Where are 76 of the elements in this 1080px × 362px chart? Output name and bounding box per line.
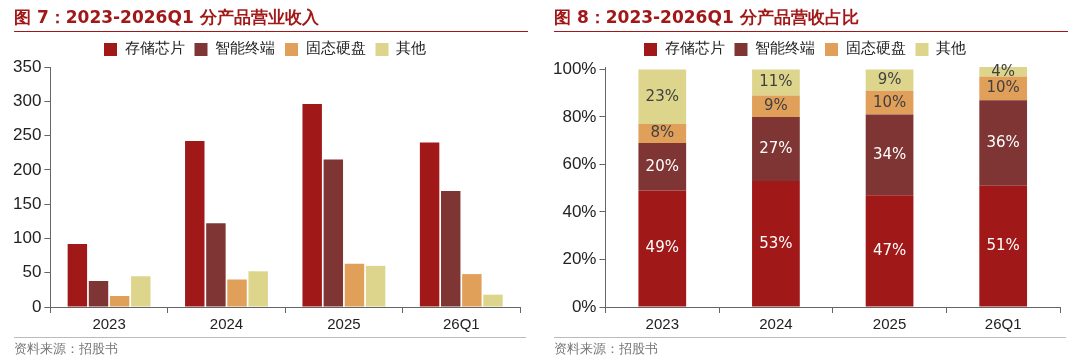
y-tick-label: 0 — [31, 296, 42, 316]
data-label: 10% — [986, 78, 1020, 97]
data-label: 9% — [764, 96, 788, 115]
x-tick-label: 2023 — [92, 315, 126, 333]
bar — [227, 279, 247, 307]
bar — [131, 276, 151, 307]
y-tick-label: 150 — [12, 193, 42, 213]
x-tick-label: 2023 — [645, 315, 679, 333]
bar — [302, 104, 322, 307]
data-label: 10% — [872, 92, 907, 111]
bar — [419, 142, 440, 307]
bar — [206, 223, 226, 307]
bar — [752, 181, 800, 307]
bar — [462, 274, 482, 307]
y-tick-label: 50 — [22, 262, 42, 282]
bar — [979, 100, 1028, 186]
legend-label: 其他 — [936, 39, 966, 58]
bar — [88, 280, 109, 307]
bar — [248, 271, 268, 307]
y-tick-label: 40% — [562, 201, 597, 221]
y-tick-label: 80% — [562, 106, 597, 126]
bar — [752, 69, 800, 96]
bar — [441, 191, 461, 307]
bar — [365, 265, 386, 307]
y-tick-label: 100 — [12, 228, 42, 248]
data-label: 23% — [645, 86, 679, 105]
bar — [638, 143, 687, 191]
data-label: 9% — [877, 69, 902, 88]
data-label: 34% — [872, 144, 907, 163]
x-tick-label: 2024 — [759, 315, 793, 333]
y-tick-label: 100% — [553, 59, 597, 79]
legend-label: 存储芯片 — [124, 39, 185, 58]
bar — [638, 190, 687, 307]
data-label: 4% — [991, 61, 1016, 80]
bar — [483, 294, 503, 307]
y-tick-label: 60% — [562, 154, 597, 174]
data-label: 47% — [872, 240, 907, 259]
data-label: 53% — [759, 233, 793, 252]
legend-label: 智能终端 — [215, 39, 275, 58]
x-tick-label: 26Q1 — [442, 315, 480, 333]
bar — [323, 159, 344, 307]
data-label: 11% — [759, 72, 793, 91]
bar — [185, 141, 205, 307]
x-tick-label: 2025 — [327, 315, 361, 333]
bar — [752, 116, 800, 182]
bar — [865, 195, 914, 307]
bar — [979, 185, 1028, 307]
bar — [865, 114, 914, 196]
legend-label: 其他 — [396, 39, 426, 58]
y-tick-label: 0% — [571, 296, 597, 316]
y-tick-label: 200 — [12, 159, 42, 179]
data-label: 51% — [986, 236, 1020, 255]
legend-label: 固态硬盘 — [845, 39, 906, 58]
legend-label: 固态硬盘 — [305, 39, 366, 58]
data-label: 27% — [759, 138, 793, 157]
bar — [638, 69, 687, 125]
chart-title: 图 7：2023-2026Q1 分产品营业收入 — [14, 6, 528, 32]
x-tick-label: 2024 — [209, 315, 244, 333]
data-label: 20% — [645, 156, 679, 175]
text: 资料来源：招股书 — [554, 337, 1066, 358]
x-tick-label: 26Q1 — [984, 315, 1022, 333]
x-tick-label: 2025 — [872, 315, 907, 333]
y-tick-label: 20% — [562, 249, 597, 269]
data-label: 8% — [650, 123, 675, 142]
data-label: 36% — [986, 132, 1020, 151]
y-tick-label: 300 — [12, 90, 42, 110]
data-label: 49% — [645, 238, 679, 257]
legend-label: 智能终端 — [755, 39, 815, 58]
chart-title: 图 8：2023-2026Q1 分产品营收占比 — [554, 6, 1068, 32]
y-tick-label: 250 — [12, 125, 42, 145]
legend-label: 存储芯片 — [664, 39, 725, 58]
text: 资料来源：招股书 — [14, 337, 526, 358]
bar — [344, 263, 365, 307]
bar — [109, 296, 130, 307]
bar — [67, 243, 88, 307]
y-tick-label: 350 — [12, 56, 42, 76]
